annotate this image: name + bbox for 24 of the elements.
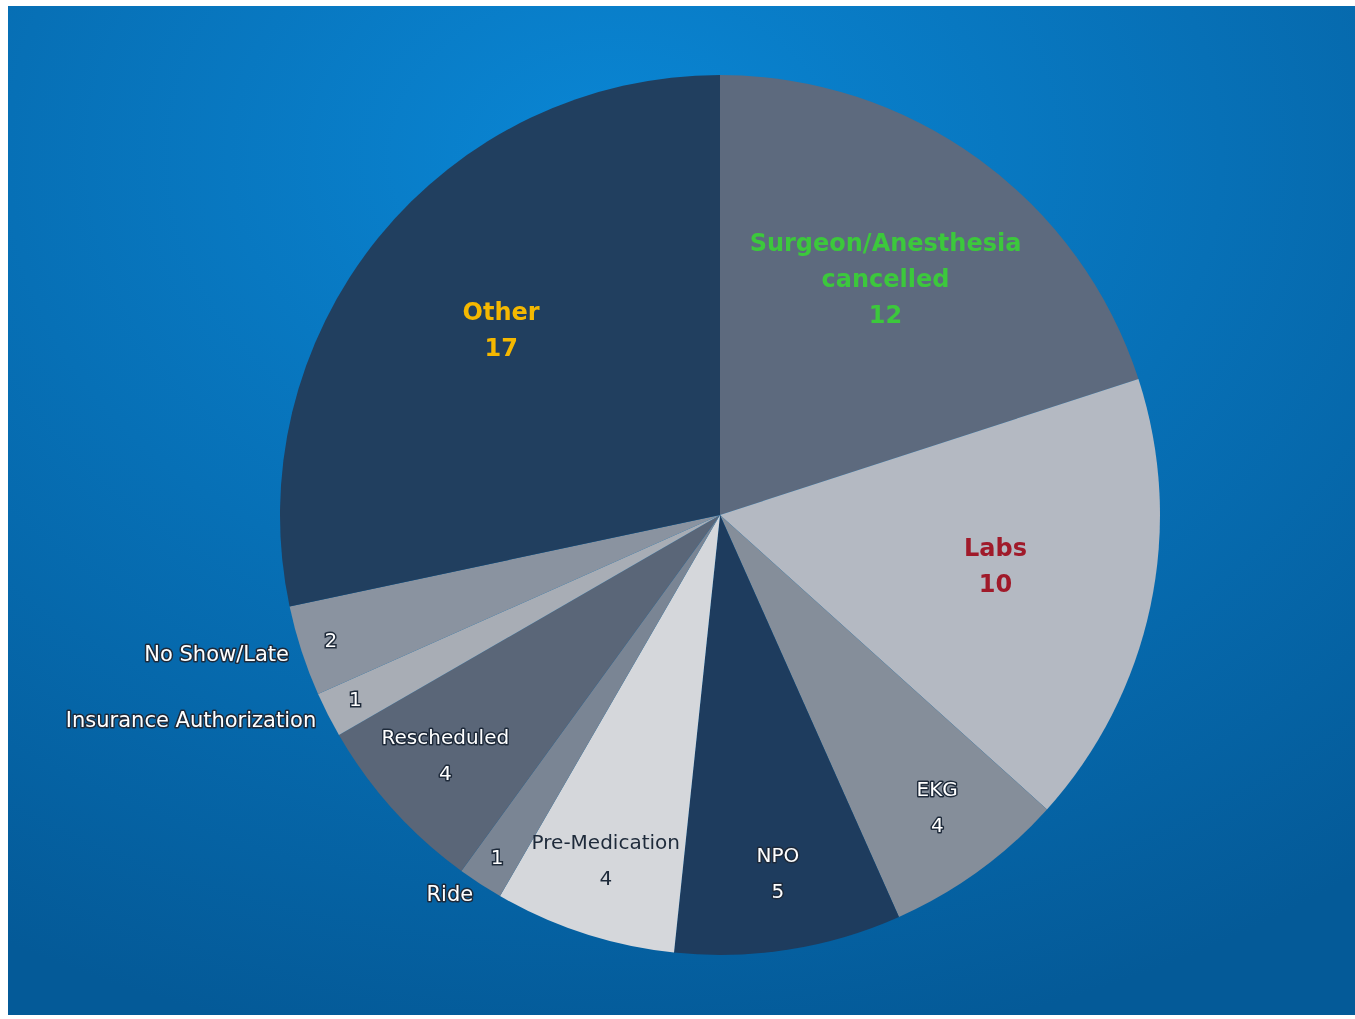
pie-slice bbox=[338, 515, 720, 871]
data-label: 5 bbox=[771, 879, 785, 904]
data-label: 1 bbox=[349, 687, 362, 712]
slice-label: Labs bbox=[963, 533, 1027, 562]
data-label: 2 bbox=[324, 627, 338, 652]
pie-slice bbox=[720, 75, 1139, 515]
data-label: 10 bbox=[978, 569, 1013, 598]
slice-label: Ride bbox=[426, 882, 474, 907]
slice-label: Pre-Medication bbox=[531, 829, 680, 854]
pie-slice bbox=[280, 75, 720, 607]
data-label: 4 bbox=[599, 865, 613, 890]
slice-label: Surgeon/Anesthesia cancelled bbox=[749, 229, 1022, 294]
slice-label: EKG bbox=[916, 777, 958, 802]
slice-label: Rescheduled bbox=[381, 725, 510, 750]
data-label: 1 bbox=[490, 844, 504, 869]
slice-label: Insurance Authorization bbox=[65, 707, 317, 732]
slice-label: Other bbox=[462, 297, 540, 326]
slice-label: No Show/Late bbox=[144, 642, 289, 667]
data-label: 4 bbox=[438, 761, 452, 786]
data-label: 4 bbox=[930, 813, 944, 838]
pie-slice bbox=[720, 379, 1160, 810]
data-label: 17 bbox=[484, 333, 518, 362]
slice-label: NPO bbox=[756, 843, 800, 868]
data-label: 12 bbox=[868, 301, 903, 330]
